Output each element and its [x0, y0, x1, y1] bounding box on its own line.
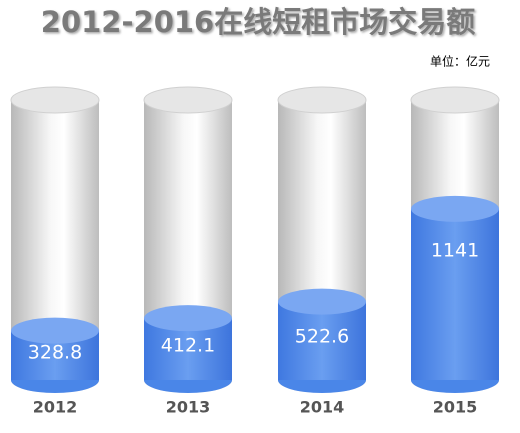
tube-top — [143, 86, 233, 114]
bar — [278, 301, 366, 380]
chart-title: 2012-2016在线短租市场交易额 — [41, 5, 475, 39]
fill-top — [278, 288, 366, 315]
fill-top — [144, 305, 232, 332]
value-label: 1141 — [431, 239, 479, 261]
tube-top — [277, 86, 367, 114]
x-tick-label: 2012 — [33, 398, 78, 417]
value-label: 328.8 — [28, 341, 82, 363]
fill-top — [411, 195, 499, 222]
tube-top — [410, 86, 500, 114]
bar — [411, 208, 499, 380]
x-tick-label: 2014 — [300, 398, 345, 417]
fill-top — [11, 317, 99, 344]
value-label: 522.6 — [295, 325, 349, 347]
value-label: 412.1 — [161, 335, 215, 357]
x-tick-label: 2013 — [166, 398, 211, 417]
unit-label: 单位：亿元 — [430, 54, 490, 69]
tube-top — [10, 86, 100, 114]
x-tick-label: 2015 — [433, 398, 478, 417]
